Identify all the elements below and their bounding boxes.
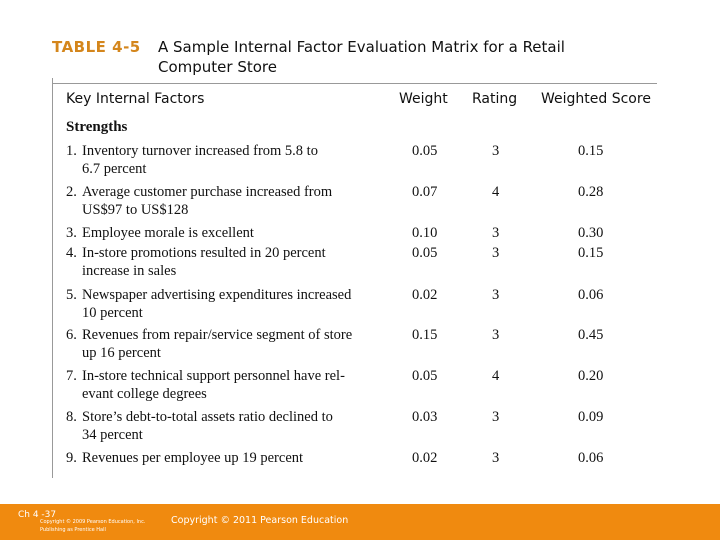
rating-value: 3	[492, 327, 500, 343]
rating-value: 4	[492, 184, 500, 200]
header-factor: Key Internal Factors	[66, 91, 205, 107]
rating-value: 3	[492, 409, 500, 425]
publisher-note: Copyright © 2009 Pearson Education, Inc.…	[40, 519, 146, 533]
weighted-score-value: 0.06	[578, 450, 604, 466]
factor-number: 6.	[66, 327, 77, 343]
copyright: Copyright © 2011 Pearson Education	[171, 515, 349, 526]
section-heading: Strengths	[66, 119, 128, 135]
factor-number: 5.	[66, 287, 77, 303]
column-headers: Key Internal Factors Weight Rating Weigh…	[0, 91, 720, 111]
factor-line2: evant college degrees	[82, 386, 207, 402]
header-weighted-score: Weighted Score	[541, 91, 651, 107]
rating-value: 3	[492, 143, 500, 159]
factor-line1: Revenues from repair/service segment of …	[82, 327, 353, 343]
factor-text: 6. Revenues from repair/service segment o…	[66, 326, 366, 362]
factor-line1: Average customer purchase increased from	[82, 184, 333, 200]
weight-value: 0.05	[412, 245, 438, 261]
chapter-label: Ch 4 -37	[18, 510, 57, 520]
rating-value: 3	[492, 287, 500, 303]
weight-value: 0.02	[412, 287, 438, 303]
factor-line2: 10 percent	[82, 305, 143, 321]
rating-value: 4	[492, 368, 500, 384]
factor-line1: In-store technical support personnel hav…	[82, 368, 345, 384]
factor-number: 2.	[66, 184, 77, 200]
rating-value: 3	[492, 225, 500, 241]
factor-number: 3.	[66, 225, 77, 241]
weighted-score-value: 0.45	[578, 327, 604, 343]
factor-text: 7. In-store technical support personnel h…	[66, 367, 366, 403]
weight-value: 0.07	[412, 184, 438, 200]
factor-line2: 6.7 percent	[82, 161, 147, 177]
factor-number: 7.	[66, 368, 77, 384]
factor-line2: US$97 to US$128	[82, 202, 189, 218]
factor-text: 8. Store’s debt-to-total assets ratio dec…	[66, 408, 366, 444]
factor-number: 4.	[66, 245, 77, 261]
weighted-score-value: 0.20	[578, 368, 604, 384]
weight-value: 0.05	[412, 143, 438, 159]
factor-line2: up 16 percent	[82, 345, 161, 361]
factor-text: 9. Revenues per employee up 19 percent	[66, 449, 366, 467]
factor-text: 2. Average customer purchase increased fr…	[66, 183, 366, 219]
factor-line1: In-store promotions resulted in 20 perce…	[82, 245, 326, 261]
weighted-score-value: 0.09	[578, 409, 604, 425]
left-rule	[52, 78, 53, 478]
weight-value: 0.15	[412, 327, 438, 343]
factor-text: 4. In-store promotions resulted in 20 per…	[66, 244, 366, 280]
header-rating: Rating	[472, 91, 518, 107]
weighted-score-value: 0.06	[578, 287, 604, 303]
factor-number: 1.	[66, 143, 77, 159]
weight-value: 0.03	[412, 409, 438, 425]
footer-bar: Ch 4 -37 Copyright © 2009 Pearson Educat…	[0, 504, 720, 540]
factor-number: 9.	[66, 450, 77, 466]
weighted-score-value: 0.28	[578, 184, 604, 200]
factor-text: 3. Employee morale is excellent	[66, 224, 366, 242]
weighted-score-value: 0.30	[578, 225, 604, 241]
factor-line1: Inventory turnover increased from 5.8 to	[82, 143, 318, 159]
table-caption: A Sample Internal Factor Evaluation Matr…	[158, 38, 565, 76]
rating-value: 3	[492, 245, 500, 261]
factor-number: 8.	[66, 409, 77, 425]
factor-line2: 34 percent	[82, 427, 143, 443]
factor-line1: Employee morale is excellent	[82, 225, 254, 241]
factor-line1: Store’s debt-to-total assets ratio decli…	[82, 409, 333, 425]
factor-text: 1. Inventory turnover increased from 5.8 …	[66, 142, 366, 178]
table-number: TABLE 4-5	[52, 38, 141, 56]
weight-value: 0.10	[412, 225, 438, 241]
weight-value: 0.05	[412, 368, 438, 384]
top-rule	[52, 83, 657, 84]
factor-line1: Revenues per employee up 19 percent	[82, 450, 304, 466]
factor-text: 5. Newspaper advertising expenditures inc…	[66, 286, 366, 322]
factor-line2: increase in sales	[82, 263, 177, 279]
weighted-score-value: 0.15	[578, 245, 604, 261]
rating-value: 3	[492, 450, 500, 466]
weight-value: 0.02	[412, 450, 438, 466]
weighted-score-value: 0.15	[578, 143, 604, 159]
header-weight: Weight	[399, 91, 448, 107]
factor-line1: Newspaper advertising expenditures incre…	[82, 287, 352, 303]
